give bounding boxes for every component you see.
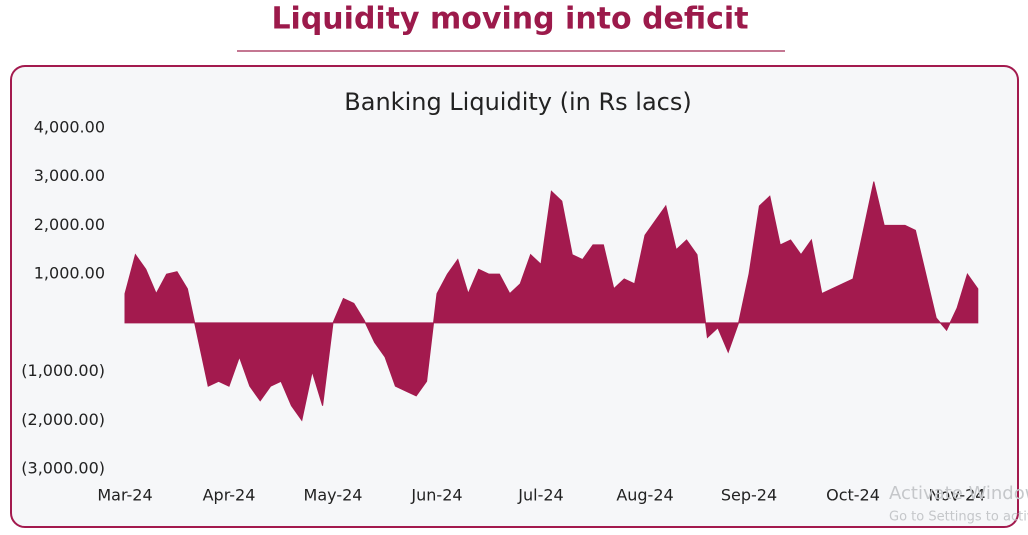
x-tick-label: Mar-24 — [97, 486, 152, 505]
plot: 4,000.00 3,000.00 2,000.00 1,000.00 (1,000.0… — [21, 118, 985, 505]
area — [124, 181, 979, 422]
x-tick-label: Sep-24 — [721, 486, 777, 505]
x-tick-label: Oct-24 — [826, 486, 880, 505]
page-title: Liquidity moving into deficit — [271, 2, 748, 37]
watermark-title: Activate Windows — [889, 483, 1028, 504]
x-tick-label: Nov-24 — [929, 486, 986, 505]
x-tick-label: Jun-24 — [410, 486, 462, 505]
y-tick-label: 3,000.00 — [34, 166, 105, 185]
x-tick-label: Aug-24 — [616, 486, 673, 505]
watermark-subtitle: Go to Settings to activate Windows. — [889, 510, 1028, 525]
y-tick-label: (2,000.00) — [21, 410, 105, 429]
y-tick-label: (3,000.00) — [21, 459, 105, 478]
x-tick-label: Jul-24 — [517, 486, 563, 505]
x-tick-label: Apr-24 — [203, 486, 256, 505]
y-tick-label: 4,000.00 — [34, 118, 105, 137]
x-tick-label: May-24 — [304, 486, 363, 505]
y-tick-label: 2,000.00 — [34, 215, 105, 234]
chart-title: Banking Liquidity (in Rs lacs) — [344, 88, 691, 116]
y-tick-label: 1,000.00 — [34, 264, 105, 283]
y-tick-label: (1,000.00) — [21, 361, 105, 380]
